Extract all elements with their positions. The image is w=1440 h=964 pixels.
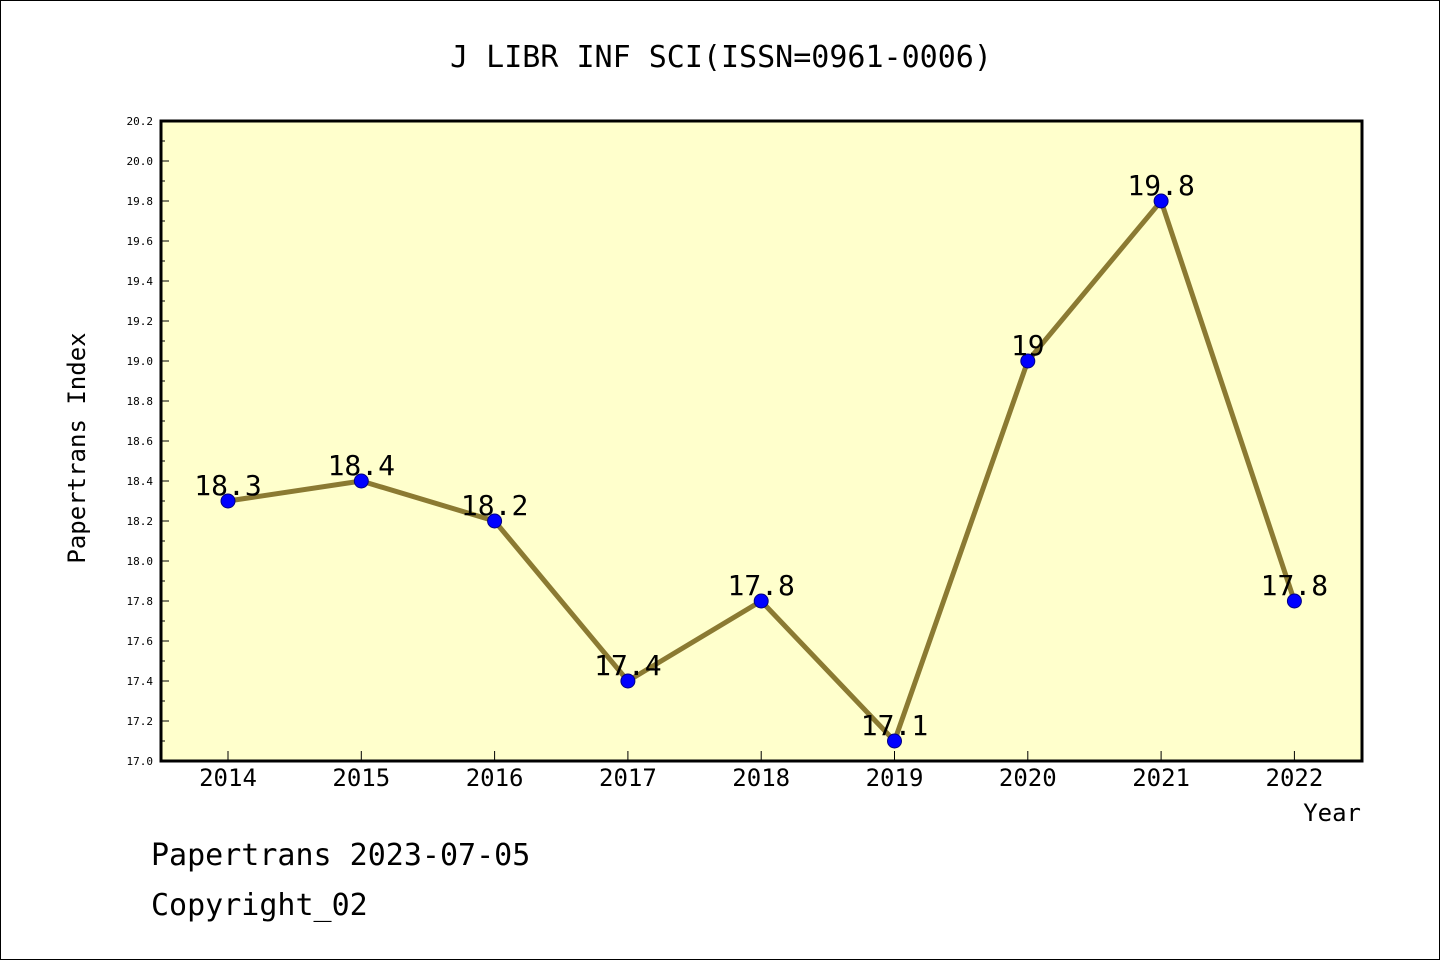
y-tick-label: 17.4 bbox=[127, 675, 154, 688]
y-tick-label: 18.0 bbox=[127, 555, 154, 568]
x-tick-label: 2022 bbox=[1266, 764, 1324, 792]
y-tick-label: 18.2 bbox=[127, 515, 154, 528]
chart-title: J LIBR INF SCI(ISSN=0961-0006) bbox=[450, 40, 992, 75]
data-point bbox=[220, 493, 236, 509]
x-tick-label: 2020 bbox=[999, 764, 1057, 792]
y-tick-label: 17.0 bbox=[127, 755, 154, 768]
y-axis-ticks: 17.0 17.2 17.4 17.6 17.8 18.0 18.2 18.4 18.6 18.8… bbox=[127, 115, 169, 768]
data-point bbox=[1153, 193, 1169, 209]
data-labels: 18.3 18.4 18.2 17.4 17.8 17.1 19 19.8 17.8 bbox=[194, 169, 1328, 742]
y-tick-label: 19.4 bbox=[127, 275, 154, 288]
x-tick-label: 2019 bbox=[866, 764, 924, 792]
data-label: 19 bbox=[1011, 329, 1045, 362]
y-tick-label: 19.2 bbox=[127, 315, 154, 328]
x-tick-label: 2017 bbox=[599, 764, 657, 792]
x-axis-ticks: 2014 2015 2016 2017 2018 2019 2020 2021 2022 bbox=[199, 751, 1323, 792]
y-tick-label: 18.4 bbox=[127, 475, 154, 488]
data-label: 19.8 bbox=[1127, 169, 1194, 202]
data-label: 17.1 bbox=[861, 709, 928, 742]
y-tick-label: 17.8 bbox=[127, 595, 154, 608]
data-label: 17.8 bbox=[1261, 569, 1328, 602]
data-point bbox=[753, 593, 769, 609]
y-tick-label: 17.6 bbox=[127, 635, 154, 648]
footer-date: Papertrans 2023-07-05 bbox=[151, 838, 530, 873]
y-axis-title: Papertrans Index bbox=[63, 332, 91, 563]
data-label: 18.2 bbox=[461, 489, 528, 522]
x-tick-label: 2014 bbox=[199, 764, 257, 792]
data-point bbox=[1020, 353, 1036, 369]
data-point bbox=[620, 673, 636, 689]
x-tick-label: 2018 bbox=[732, 764, 790, 792]
x-tick-label: 2021 bbox=[1132, 764, 1190, 792]
data-point bbox=[887, 733, 902, 749]
data-point bbox=[353, 473, 369, 489]
data-point bbox=[1286, 593, 1302, 609]
y-tick-label: 19.0 bbox=[127, 355, 154, 368]
series-layer bbox=[220, 193, 1302, 749]
footer-copyright: Copyright_02 bbox=[151, 888, 368, 923]
x-tick-label: 2016 bbox=[466, 764, 524, 792]
y-tick-label: 20.2 bbox=[127, 115, 154, 128]
plot-area bbox=[159, 119, 1364, 763]
y-tick-label: 18.6 bbox=[127, 435, 154, 448]
data-point bbox=[487, 513, 503, 529]
data-label: 18.4 bbox=[328, 449, 395, 482]
data-label: 17.4 bbox=[594, 649, 661, 682]
y-tick-label: 19.6 bbox=[127, 235, 154, 248]
data-label: 17.8 bbox=[727, 569, 794, 602]
y-tick-label: 18.8 bbox=[127, 395, 154, 408]
x-axis-title: Year bbox=[1303, 799, 1361, 827]
y-tick-label: 17.2 bbox=[127, 715, 154, 728]
x-tick-label: 2015 bbox=[332, 764, 390, 792]
y-tick-label: 19.8 bbox=[127, 195, 154, 208]
data-label: 18.3 bbox=[194, 469, 261, 502]
y-tick-label: 20.0 bbox=[127, 155, 154, 168]
